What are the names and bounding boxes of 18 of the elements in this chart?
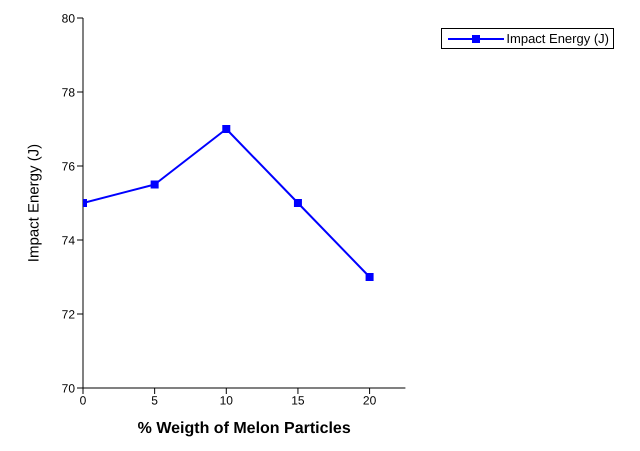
point [366, 273, 374, 281]
point [294, 199, 302, 207]
y-tick-label: 80 [62, 11, 76, 26]
y-tick-label: 74 [62, 233, 76, 248]
x-tick-label: 5 [151, 394, 158, 408]
point [222, 125, 230, 133]
point [150, 180, 159, 188]
x-tick-label: 0 [80, 394, 87, 408]
x-tick-label: 15 [291, 394, 305, 408]
x-tick-label: 20 [362, 394, 377, 408]
y-tick-label: 76 [62, 159, 76, 174]
y-tick-label: 72 [62, 307, 76, 322]
x-axis-title: % Weigth of Melon Particles [138, 420, 351, 437]
y-axis-title: Impact Energy (J) [25, 144, 42, 262]
legend-label: Impact Energy (J) [506, 31, 609, 46]
y-tick-label: 78 [62, 85, 76, 100]
y-tick-label: 70 [62, 381, 76, 396]
x-tick-label: 10 [220, 394, 234, 408]
